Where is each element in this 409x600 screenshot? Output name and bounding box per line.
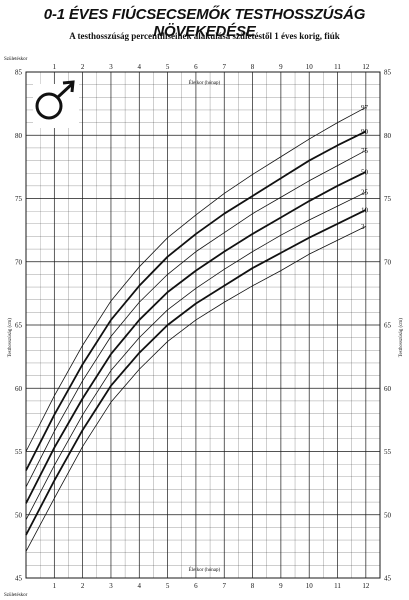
x-tick-label-bottom: 1 [53, 582, 57, 590]
y-tick-label-right: 80 [384, 132, 392, 140]
page-title: 0-1 ÉVES FIÚCSECSEMŐK TESTHOSSZÚSÁG NÖVE… [43, 6, 366, 40]
y-axis-title-right: Testhosszúság (cm) [399, 318, 404, 358]
birth-label-bottom: Születéskor [4, 593, 28, 598]
y-tick-label-left: 75 [15, 195, 23, 203]
x-tick-label-bottom: 10 [306, 582, 314, 590]
x-tick-label-bottom: 3 [109, 582, 113, 590]
y-tick-label-right: 55 [384, 448, 392, 456]
x-tick-label-bottom: 4 [138, 582, 142, 590]
y-tick-label-right: 60 [384, 385, 392, 393]
percentile-curve-50 [25, 171, 367, 504]
male-symbol-icon [33, 80, 79, 128]
y-tick-label-left: 80 [15, 132, 23, 140]
y-tick-label-left: 60 [15, 385, 23, 393]
male-symbol-arrow-head [62, 80, 75, 93]
y-tick-label-right: 70 [384, 258, 392, 266]
x-axis-title-bottom: Életkor (hónap) [189, 567, 221, 573]
x-tick-label-bottom: 9 [279, 582, 283, 590]
percentile-curve-10 [25, 209, 367, 536]
x-tick-label-top: 5 [166, 63, 170, 71]
y-tick-label-left: 85 [15, 69, 23, 77]
percentile-label-25: 25 [361, 189, 369, 197]
x-tick-label-bottom: 12 [362, 582, 370, 590]
percentile-curve-75 [25, 150, 367, 488]
y-tick-label-right: 85 [384, 69, 392, 77]
percentile-curve-25 [25, 191, 367, 520]
y-tick-label-right: 75 [384, 195, 392, 203]
percentile-curves [25, 107, 367, 552]
chart-labels: 3102550759097112233445566778899101011111… [4, 57, 404, 598]
percentile-curve-90 [25, 130, 367, 471]
x-axis-title-top: Életkor (hónap) [189, 80, 221, 86]
percentile-label-97: 97 [361, 104, 369, 112]
x-tick-label-bottom: 11 [334, 582, 341, 590]
x-tick-label-bottom: 8 [251, 582, 255, 590]
x-tick-label-top: 9 [279, 63, 283, 71]
x-tick-label-top: 1 [53, 63, 57, 71]
x-tick-label-bottom: 2 [81, 582, 85, 590]
x-tick-label-top: 6 [194, 63, 198, 71]
x-tick-label-top: 3 [109, 63, 113, 71]
percentile-label-90: 90 [361, 128, 369, 136]
percentile-label-75: 75 [361, 147, 369, 155]
page-subtitle: A testhosszúság percentiliseinek alakulá… [69, 31, 340, 41]
x-tick-label-top: 4 [138, 63, 142, 71]
x-tick-label-bottom: 6 [194, 582, 198, 590]
y-tick-label-left: 50 [15, 511, 23, 519]
percentile-label-10: 10 [361, 206, 369, 214]
y-tick-label-right: 45 [384, 575, 392, 583]
x-tick-label-top: 11 [334, 63, 341, 71]
male-symbol-arrow-shaft [56, 82, 74, 99]
y-tick-label-left: 65 [15, 322, 23, 330]
percentile-label-50: 50 [361, 168, 369, 176]
x-tick-label-top: 7 [222, 63, 226, 71]
percentile-curve-3 [25, 225, 367, 552]
chart-grid [25, 71, 381, 579]
percentile-curve-97 [25, 107, 367, 452]
y-tick-label-left: 70 [15, 258, 23, 266]
male-symbol-circle [35, 92, 63, 120]
x-tick-label-top: 12 [362, 63, 370, 71]
x-tick-label-top: 2 [81, 63, 85, 71]
x-tick-label-bottom: 7 [222, 582, 226, 590]
x-tick-label-bottom: 5 [166, 582, 170, 590]
y-tick-label-right: 50 [384, 511, 392, 519]
y-tick-label-right: 65 [384, 322, 392, 330]
y-axis-title-left: Testhosszúság (cm) [8, 318, 13, 358]
y-tick-label-left: 55 [15, 448, 23, 456]
x-tick-label-top: 8 [251, 63, 255, 71]
x-tick-label-top: 10 [306, 63, 314, 71]
birth-label-top: Születéskor [4, 57, 28, 62]
y-tick-label-left: 45 [15, 575, 23, 583]
percentile-label-3: 3 [361, 223, 365, 231]
